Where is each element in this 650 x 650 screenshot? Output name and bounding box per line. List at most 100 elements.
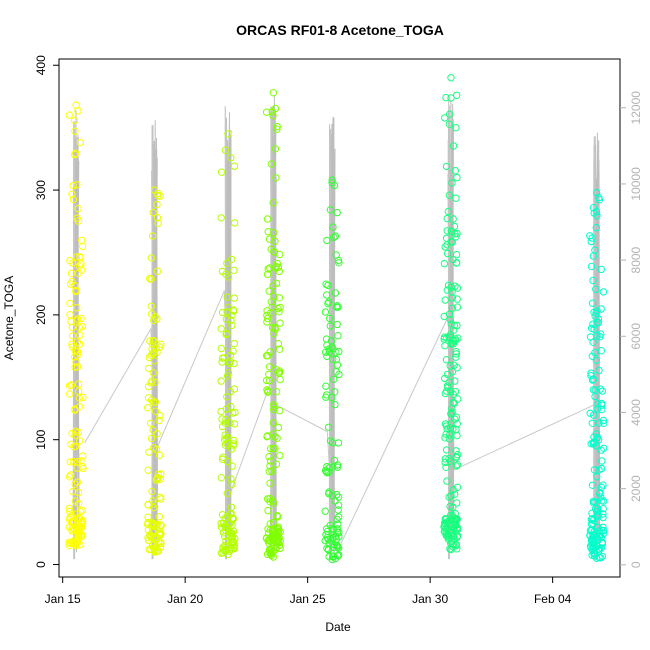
- point-rf01: [66, 256, 74, 265]
- point-rf04: [269, 419, 278, 427]
- point-rf02: [152, 344, 161, 352]
- point-rf01: [72, 538, 81, 546]
- point-rf04: [269, 553, 278, 561]
- point-rf06: [442, 430, 450, 438]
- point-rf04: [266, 444, 275, 453]
- point-rf01: [78, 242, 87, 251]
- point-rf03: [226, 358, 234, 366]
- point-rf07: [598, 457, 606, 465]
- point-rf07: [599, 505, 607, 513]
- point-rf01: [73, 363, 82, 371]
- point-rf02: [151, 313, 159, 321]
- point-rf04: [268, 467, 276, 475]
- point-rf06: [451, 490, 459, 498]
- point-rf04: [267, 309, 275, 317]
- point-rf06: [441, 515, 450, 523]
- point-rf03: [222, 405, 231, 413]
- point-rf07: [594, 400, 602, 408]
- point-rf01: [72, 101, 80, 109]
- point-rf04: [272, 174, 280, 182]
- point-rf07: [597, 347, 605, 355]
- point-rf07: [589, 375, 598, 384]
- point-rf07: [587, 371, 595, 380]
- point-rf01: [71, 127, 79, 135]
- point-rf04: [262, 108, 271, 116]
- point-rf06: [443, 531, 452, 539]
- point-rf04: [271, 145, 280, 153]
- point-rf04: [270, 518, 278, 527]
- point-rf04: [269, 199, 277, 207]
- point-rf04: [263, 550, 272, 558]
- point-rf06: [445, 191, 454, 199]
- point-rf06: [443, 241, 451, 249]
- point-rf06: [440, 259, 449, 268]
- point-rf07: [593, 188, 601, 197]
- point-rf03: [227, 475, 235, 483]
- point-rf06: [446, 424, 455, 432]
- point-rf07: [596, 488, 604, 497]
- point-rf01: [77, 260, 85, 268]
- point-rf01: [66, 458, 74, 466]
- point-rf07: [595, 419, 603, 427]
- point-rf05: [326, 314, 334, 323]
- point-rf01: [68, 511, 76, 520]
- point-rf07: [588, 481, 597, 489]
- point-rf03: [217, 168, 226, 176]
- point-rf03: [224, 550, 232, 559]
- point-rf05: [321, 308, 330, 316]
- point-rf04: [266, 494, 274, 503]
- point-rf04: [262, 534, 271, 542]
- point-rf03: [221, 436, 229, 444]
- point-rf06: [441, 434, 449, 442]
- point-rf05: [334, 501, 343, 509]
- point-rf02: [147, 302, 156, 310]
- point-rf07: [599, 497, 608, 505]
- point-rf07: [594, 523, 602, 532]
- point-rf01: [73, 351, 82, 359]
- point-rf04: [264, 228, 272, 236]
- point-rf03: [226, 419, 234, 427]
- point-rf06: [444, 281, 453, 289]
- point-rf02: [150, 357, 159, 365]
- point-rf04: [266, 479, 274, 487]
- point-rf01: [66, 390, 74, 398]
- point-rf02: [144, 382, 153, 391]
- point-rf05: [333, 528, 342, 537]
- point-rf06: [441, 458, 449, 467]
- point-rf06: [448, 304, 456, 312]
- point-rf04: [263, 307, 271, 315]
- point-rf05: [332, 355, 341, 364]
- point-rf02: [153, 200, 161, 209]
- point-rf04: [266, 348, 274, 356]
- point-rf06: [442, 356, 451, 364]
- point-rf04: [273, 125, 281, 133]
- point-rf06: [448, 339, 456, 348]
- point-rf04: [269, 536, 278, 544]
- point-rf06: [442, 446, 451, 454]
- point-rf04: [271, 538, 280, 546]
- point-rf06: [445, 378, 453, 386]
- point-rf06: [442, 162, 451, 171]
- point-rf06: [453, 295, 461, 303]
- point-rf03: [221, 514, 229, 523]
- y2-tick-label: 8000: [629, 246, 643, 273]
- point-rf05: [323, 527, 332, 536]
- point-rf04: [270, 526, 279, 534]
- point-rf05: [330, 375, 338, 383]
- point-rf06: [448, 179, 456, 187]
- point-rf01: [77, 314, 85, 323]
- point-rf01: [65, 538, 73, 546]
- point-rf02: [150, 500, 159, 508]
- point-rf01: [68, 332, 77, 340]
- point-rf05: [332, 251, 340, 259]
- point-rf01: [78, 516, 87, 525]
- y2-tick-label: 0: [629, 561, 643, 568]
- point-rf04: [272, 365, 280, 374]
- point-rf02: [156, 543, 165, 551]
- point-rf07: [589, 386, 598, 394]
- point-rf05: [334, 520, 342, 528]
- point-rf07: [594, 315, 603, 323]
- point-rf07: [589, 542, 597, 550]
- point-rf04: [275, 250, 284, 259]
- point-rf01: [71, 405, 79, 413]
